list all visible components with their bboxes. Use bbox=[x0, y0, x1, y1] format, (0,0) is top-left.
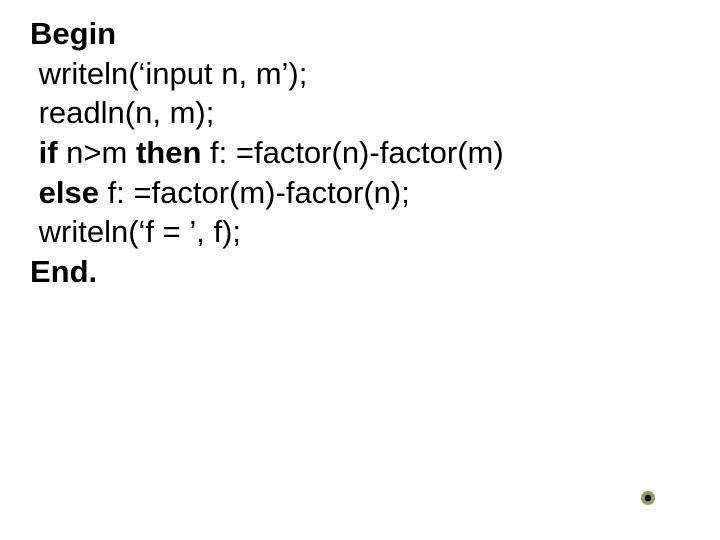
code-text: n>m bbox=[58, 135, 136, 170]
keyword-if: if bbox=[30, 135, 58, 170]
code-line-6: writeln(‘f = ’, f); bbox=[30, 212, 720, 252]
code-text: f: =factor(m)-factor(n); bbox=[99, 175, 410, 210]
code-line-2: writeln(‘input n, m’); bbox=[30, 54, 720, 94]
keyword-begin: Begin bbox=[30, 16, 116, 51]
code-line-5: else f: =factor(m)-factor(n); bbox=[30, 173, 720, 213]
code-line-7: End. bbox=[30, 252, 720, 292]
code-line-3: readln(n, m); bbox=[30, 93, 720, 133]
keyword-end: End. bbox=[30, 254, 97, 289]
code-text: f: =factor(n)-factor(m) bbox=[201, 135, 503, 170]
keyword-else: else bbox=[30, 175, 99, 210]
code-block: Begin writeln(‘input n, m’); readln(n, m… bbox=[0, 0, 720, 292]
code-line-4: if n>m then f: =factor(n)-factor(m) bbox=[30, 133, 720, 173]
code-line-1: Begin bbox=[30, 14, 720, 54]
bullet-icon bbox=[640, 490, 656, 506]
keyword-then: then bbox=[136, 135, 201, 170]
